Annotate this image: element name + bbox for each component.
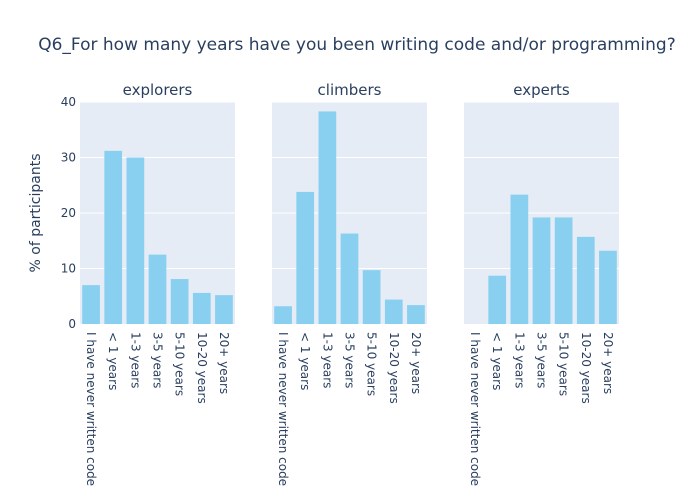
bar — [554, 217, 573, 324]
x-tick-label: 1-3 years — [320, 332, 334, 388]
x-tick-label: 20+ years — [217, 332, 231, 394]
y-axis-title: % of participants — [28, 153, 44, 272]
panel-title: experts — [513, 81, 570, 99]
bar — [384, 299, 403, 324]
x-tick-label: 3-5 years — [343, 332, 357, 388]
bar — [510, 194, 529, 324]
bar — [148, 254, 167, 324]
x-tick-label: 3-5 years — [535, 332, 549, 388]
panel-title: explorers — [123, 81, 193, 99]
x-tick-label: 1-3 years — [512, 332, 526, 388]
x-tick-label: 10-20 years — [387, 332, 401, 404]
bar — [170, 279, 189, 324]
y-tick-label: 30 — [61, 151, 76, 165]
bar — [126, 157, 145, 324]
x-tick-label: 3-5 years — [151, 332, 165, 388]
x-tick-label: < 1 years — [106, 332, 120, 390]
x-tick-label: 10-20 years — [195, 332, 209, 404]
x-tick-label: 20+ years — [601, 332, 615, 394]
bar — [340, 233, 359, 324]
bar — [576, 236, 595, 324]
bar — [488, 275, 507, 324]
x-tick-label: 5-10 years — [173, 332, 187, 396]
y-tick-label: 10 — [61, 262, 76, 276]
x-tick-label: I have never written code — [468, 332, 482, 486]
x-tick-label: < 1 years — [298, 332, 312, 390]
x-tick-label: 5-10 years — [365, 332, 379, 396]
x-tick-label: I have never written code — [276, 332, 290, 486]
x-tick-label: I have never written code — [84, 332, 98, 486]
x-tick-label: < 1 years — [490, 332, 504, 390]
panel-title: climbers — [318, 81, 382, 99]
bar — [407, 305, 425, 324]
bar — [318, 111, 337, 324]
chart-title: Q6_For how many years have you been writ… — [38, 35, 676, 55]
bar — [599, 250, 617, 324]
bar — [296, 191, 315, 324]
x-tick-label: 10-20 years — [579, 332, 593, 404]
bar — [362, 270, 381, 324]
bar — [82, 285, 100, 324]
x-tick-label: 20+ years — [409, 332, 423, 394]
y-tick-label: 20 — [61, 206, 76, 220]
panels: explorers I have never written code < 1 ye… — [61, 81, 619, 486]
bar — [532, 217, 551, 324]
x-tick-label: 5-10 years — [557, 332, 571, 396]
y-tick-label: 0 — [68, 317, 76, 331]
bar — [192, 292, 211, 324]
bar — [104, 150, 123, 324]
x-tick-label: 1-3 years — [128, 332, 142, 388]
y-tick-label: 40 — [61, 95, 76, 109]
bar — [274, 306, 292, 324]
bar — [215, 295, 233, 324]
